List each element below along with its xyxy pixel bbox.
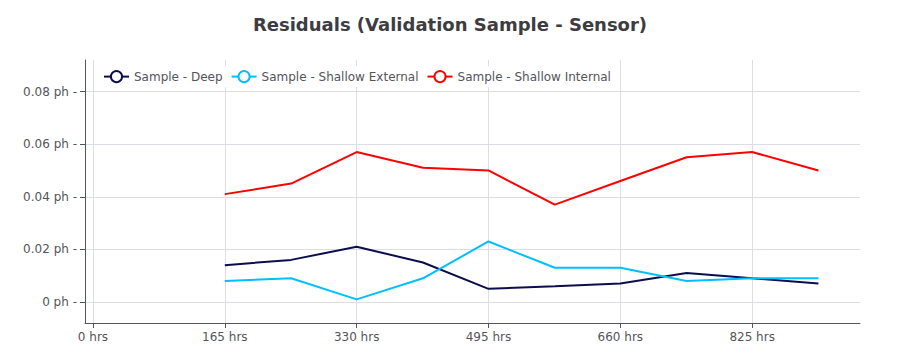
- svg-text:Sample - Deep: Sample - Deep: [134, 70, 223, 84]
- svg-text:0 hrs: 0 hrs: [78, 330, 108, 344]
- svg-text:0.06 ph -: 0.06 ph -: [23, 137, 77, 151]
- svg-text:Sample - Shallow Internal: Sample - Shallow Internal: [458, 70, 611, 84]
- svg-text:165 hrs: 165 hrs: [202, 330, 248, 344]
- svg-text:0.04 ph -: 0.04 ph -: [23, 190, 77, 204]
- svg-text:660 hrs: 660 hrs: [598, 330, 644, 344]
- svg-text:Residuals (Validation Sample -: Residuals (Validation Sample - Sensor): [253, 14, 647, 35]
- svg-text:825 hrs: 825 hrs: [729, 330, 775, 344]
- svg-text:0 ph -: 0 ph -: [42, 295, 77, 309]
- svg-text:Sample - Shallow External: Sample - Shallow External: [262, 70, 419, 84]
- svg-text:0.08 ph -: 0.08 ph -: [23, 85, 77, 99]
- svg-text:0.02 ph -: 0.02 ph -: [23, 242, 77, 256]
- svg-text:495 hrs: 495 hrs: [466, 330, 512, 344]
- svg-text:330 hrs: 330 hrs: [334, 330, 380, 344]
